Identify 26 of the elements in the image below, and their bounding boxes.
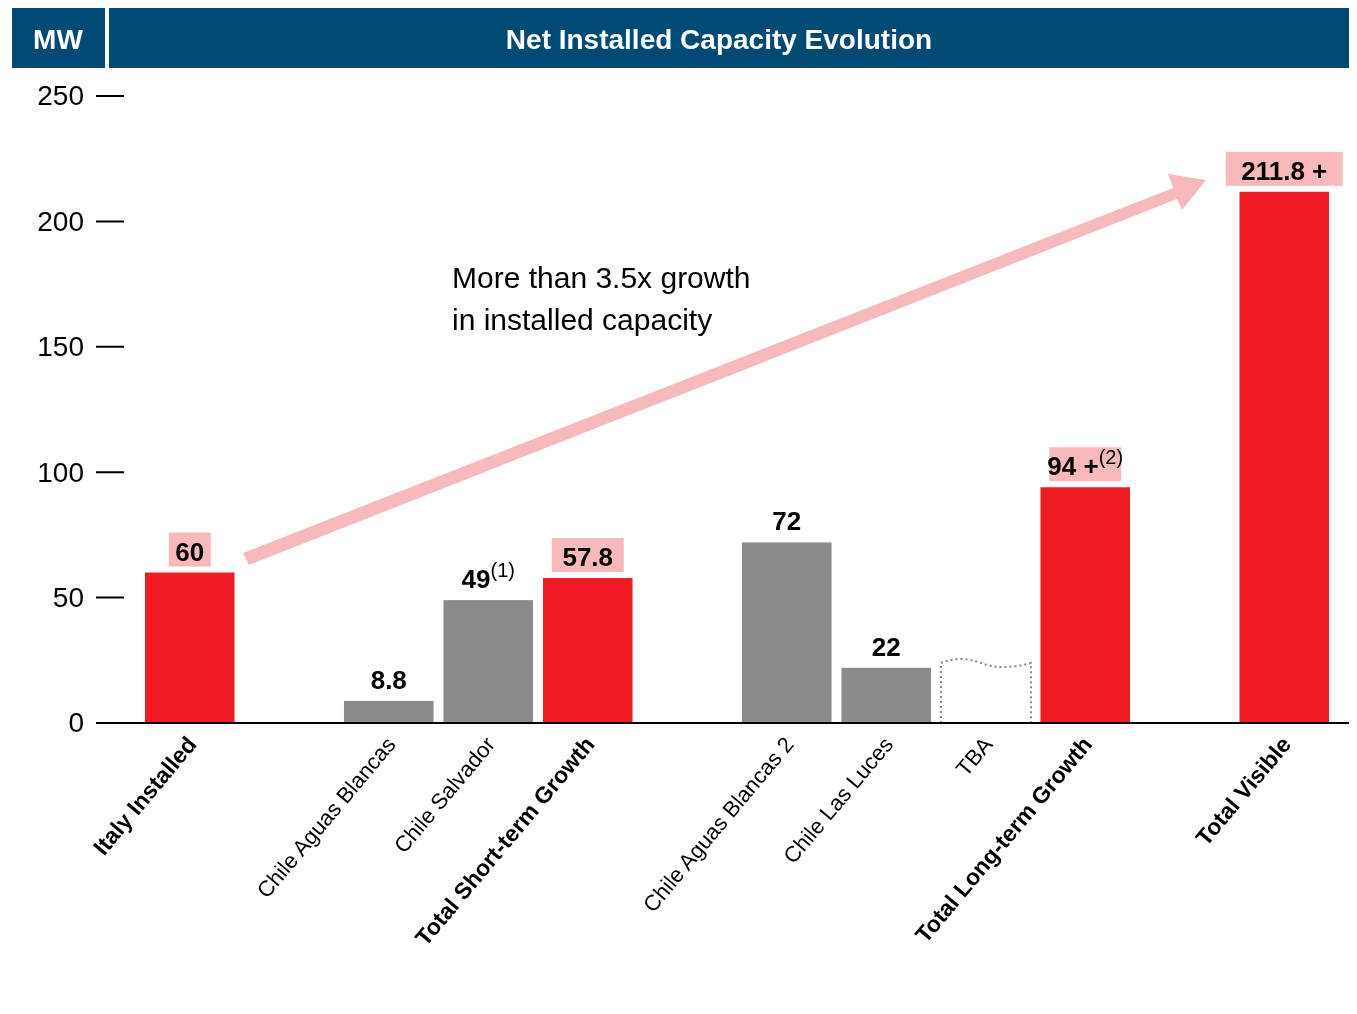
bar — [542, 578, 633, 723]
bar — [1239, 191, 1330, 723]
data-label: 72 — [772, 506, 802, 537]
data-label: 94 +$^{(2)}$ — [1047, 446, 1124, 482]
y-tick-label: 200 — [37, 205, 84, 237]
y-tick-label: 250 — [37, 80, 84, 112]
bar — [443, 600, 534, 723]
annotation: More than 3.5x growth in installed capacity — [452, 261, 751, 336]
data-label: 49$^{(1)}$ — [461, 559, 515, 595]
y-tick-label: 0 — [68, 707, 84, 739]
y-tick-label: 50 — [52, 582, 84, 614]
bar — [841, 667, 932, 723]
x-tick-label: TBA — [950, 731, 998, 781]
chart-title: Net Installed Capacity Evolution — [505, 24, 933, 55]
data-label: 211.8 + — [1241, 155, 1328, 186]
data-label: 22 — [871, 631, 901, 662]
bar — [1040, 487, 1131, 723]
data-label: 57.8 — [562, 542, 614, 573]
y-tick-label: 150 — [37, 331, 84, 363]
y-tick-label: 100 — [37, 456, 84, 488]
bar — [741, 542, 832, 723]
y-axis-title: MW — [33, 24, 84, 55]
data-label: 8.8 — [370, 664, 407, 695]
bar — [144, 572, 235, 723]
bar — [343, 700, 434, 723]
data-label: 60 — [175, 536, 205, 567]
